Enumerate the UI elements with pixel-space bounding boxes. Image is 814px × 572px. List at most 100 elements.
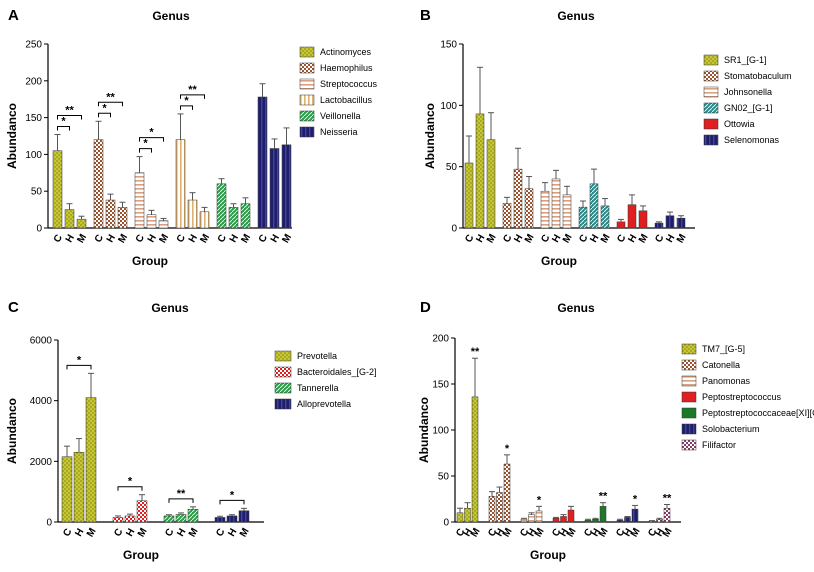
legend-swatch [274,366,292,378]
bar [488,495,496,523]
bar [486,139,496,229]
group-tick-label: M [523,232,537,245]
bar [599,506,607,523]
bar [524,188,534,229]
group-tick-label: M [637,232,651,245]
group-tick-label: H [269,233,282,245]
group-tick-label: C [486,527,499,539]
significance-bracket [98,112,111,118]
legend-swatch [681,439,697,451]
bar [528,514,535,523]
group-tick-label: C [550,527,563,539]
y-tick-label: 200 [432,334,449,345]
group-tick-label: M [485,232,499,245]
y-axis-label: Abundanco [5,398,19,464]
bar [584,519,592,523]
bar [627,204,637,229]
group-tick-label: H [228,233,241,245]
legend-label: Stomatobaculum [724,71,792,81]
bar [600,205,610,229]
bar [616,519,624,523]
legend-label: Alloprevotella [297,399,351,409]
bar [238,510,250,523]
y-tick-label: 6000 [30,336,53,347]
bar [105,199,116,229]
group-tick-label: M [599,232,613,245]
group-tick-label: C [615,233,628,245]
bar [175,139,186,229]
y-tick-label: 100 [25,150,42,161]
legend-label: Filifactor [702,440,736,450]
y-axis-label: Abundanco [417,397,431,463]
legend-label: Tannerella [297,383,339,393]
chart-panel-A: A Genus050100150200250AbundancoGroupCHMAc… [5,7,378,268]
group-tick-label: H [626,233,639,245]
y-tick-label: 250 [25,40,42,51]
y-tick-label: 0 [451,224,457,235]
chart-title: Genus [557,301,595,315]
bar [520,518,528,523]
legend-swatch [299,126,315,138]
group-tick-label: H [474,233,487,245]
significance-label: ** [471,346,480,358]
group-tick-label: C [112,527,125,539]
group-tick-label: H [664,233,677,245]
bar [112,517,124,523]
bar [676,217,686,229]
legend-swatch [703,118,719,130]
bar [269,148,280,229]
bar [624,517,631,523]
group-tick-label: H [526,527,539,539]
bar [535,510,543,523]
bar [503,463,511,523]
bar [663,507,671,523]
group-tick-label: C [61,527,74,539]
bar [136,500,148,523]
bar [648,520,656,523]
group-tick-label: H [73,527,86,539]
x-axis-label: Group [530,548,566,562]
y-tick-label: 4000 [30,396,53,407]
bar [146,214,157,229]
bar [475,113,485,229]
panel-letter: A [8,7,19,24]
group-tick-label: M [238,526,252,539]
bar [52,150,63,229]
bar [464,507,471,523]
bar [456,512,464,523]
group-tick-label: M [187,526,201,539]
significance-bracket [139,137,164,142]
significance-bracket [219,499,245,505]
bar [228,207,239,229]
group-tick-label: C [653,233,666,245]
significance-label: * [102,102,107,114]
group-tick-label: M [239,232,253,245]
group-tick-label: C [175,233,188,245]
significance-bracket [168,498,194,503]
chart-title: Genus [557,9,595,23]
group-tick-label: H [550,233,563,245]
significance-bracket [139,148,152,153]
bar [665,215,675,229]
group-tick-label: M [675,232,689,245]
significance-label: * [230,489,235,501]
legend-label: Actinomyces [320,47,372,57]
bar [199,211,210,229]
bar [257,96,268,229]
legend-swatch [703,134,719,146]
significance-label: * [505,443,510,455]
group-tick-label: H [124,527,137,539]
group-tick-label: M [198,232,212,245]
bar [540,190,550,229]
chart-panel-C: C Genus0200040006000AbundancoGroupCHMPrev… [5,299,377,562]
significance-label: * [633,493,638,505]
significance-label: * [128,476,133,488]
legend-label: Prevotella [297,351,337,361]
group-tick-label: H [175,527,188,539]
legend-swatch [299,78,315,90]
group-tick-label: C [163,527,176,539]
significance-bracket [57,115,82,120]
legend-label: Neisseria [320,127,358,137]
bar [93,139,104,229]
